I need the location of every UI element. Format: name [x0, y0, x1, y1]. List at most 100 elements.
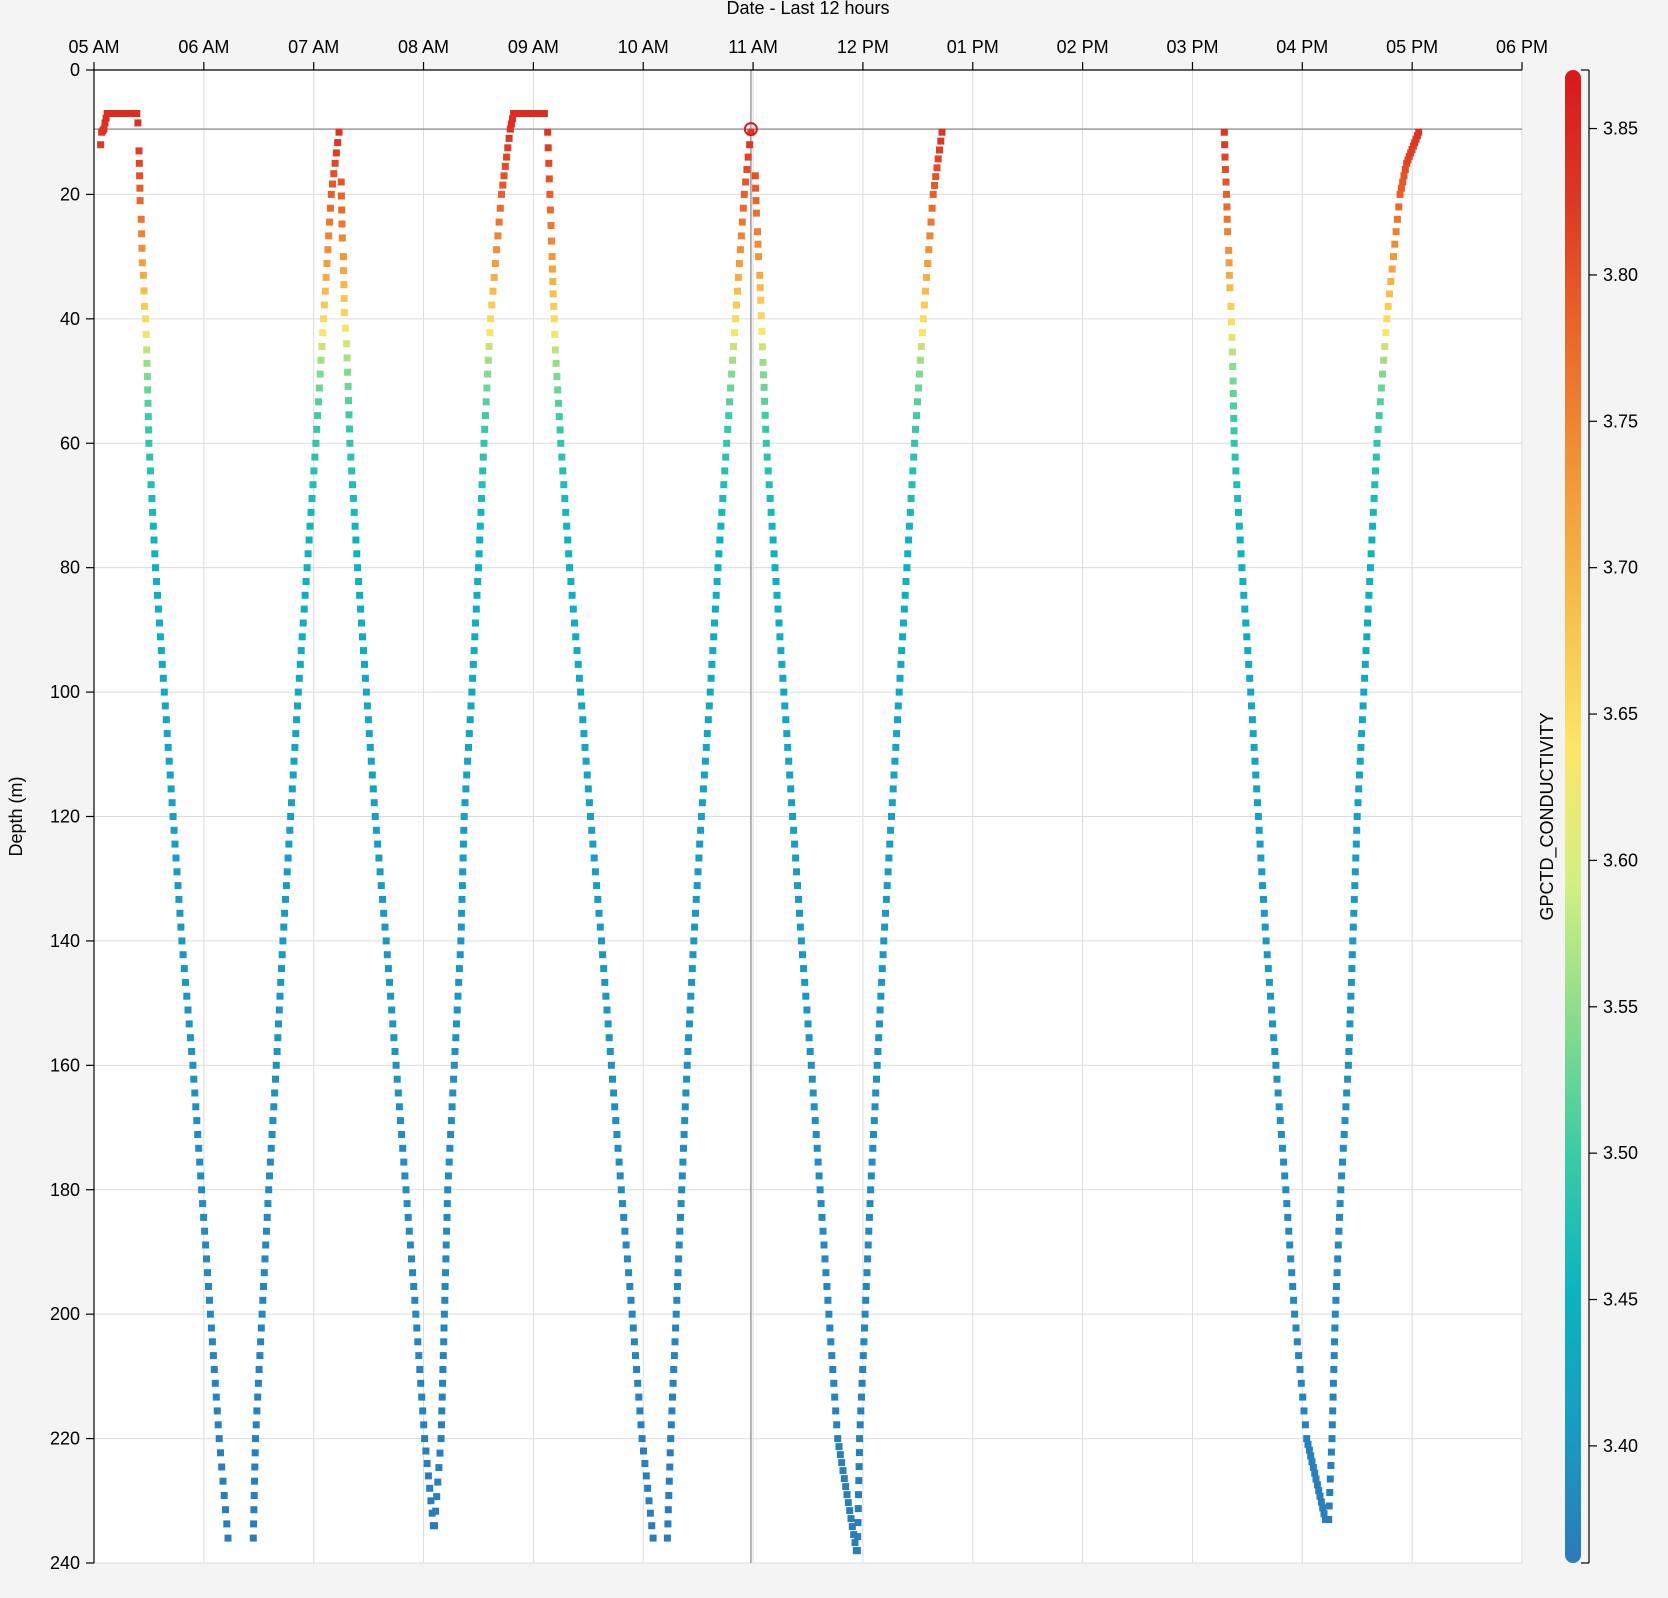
- data-point[interactable]: [623, 1255, 631, 1263]
- data-point[interactable]: [760, 383, 768, 391]
- data-point[interactable]: [867, 1172, 875, 1180]
- data-point[interactable]: [363, 702, 371, 710]
- data-point[interactable]: [134, 119, 142, 127]
- data-point[interactable]: [1295, 1352, 1303, 1360]
- data-point[interactable]: [1240, 591, 1248, 599]
- data-point[interactable]: [861, 1324, 868, 1332]
- data-point[interactable]: [201, 1227, 209, 1235]
- data-point[interactable]: [879, 951, 887, 959]
- data-point[interactable]: [633, 1366, 641, 1373]
- data-point[interactable]: [439, 1379, 447, 1387]
- data-point[interactable]: [1335, 1227, 1343, 1235]
- data-point[interactable]: [1348, 965, 1356, 973]
- data-point[interactable]: [932, 173, 940, 181]
- data-point[interactable]: [714, 564, 722, 572]
- data-point[interactable]: [681, 1117, 689, 1125]
- data-point[interactable]: [710, 633, 718, 641]
- data-point[interactable]: [1381, 343, 1389, 350]
- data-point[interactable]: [381, 923, 389, 931]
- data-point[interactable]: [568, 591, 576, 599]
- data-point[interactable]: [782, 716, 790, 724]
- data-point[interactable]: [555, 413, 563, 421]
- data-point[interactable]: [702, 743, 710, 751]
- data-point[interactable]: [411, 1296, 419, 1304]
- data-point[interactable]: [1229, 363, 1237, 370]
- data-point[interactable]: [270, 1103, 278, 1111]
- data-point[interactable]: [1347, 992, 1355, 1000]
- data-point[interactable]: [1220, 128, 1228, 136]
- data-point[interactable]: [276, 992, 284, 1000]
- data-point[interactable]: [507, 120, 515, 128]
- data-point[interactable]: [183, 992, 191, 1000]
- data-point[interactable]: [609, 1075, 616, 1083]
- data-point[interactable]: [666, 1449, 674, 1457]
- data-point[interactable]: [860, 1338, 868, 1346]
- data-point[interactable]: [345, 397, 352, 405]
- data-point[interactable]: [718, 508, 726, 516]
- data-point[interactable]: [773, 591, 781, 599]
- data-point[interactable]: [913, 412, 920, 420]
- data-point[interactable]: [208, 1338, 216, 1346]
- data-point[interactable]: [674, 1269, 682, 1277]
- data-point[interactable]: [359, 633, 366, 641]
- data-point[interactable]: [840, 1475, 848, 1483]
- data-point[interactable]: [606, 1048, 614, 1055]
- data-point[interactable]: [636, 1407, 644, 1415]
- data-point[interactable]: [199, 1200, 207, 1208]
- data-point[interactable]: [449, 1089, 457, 1097]
- data-point[interactable]: [1288, 1269, 1296, 1277]
- data-point[interactable]: [1258, 868, 1266, 876]
- data-point[interactable]: [325, 232, 333, 240]
- data-point[interactable]: [593, 882, 601, 890]
- data-point[interactable]: [544, 144, 552, 152]
- data-point[interactable]: [218, 1463, 226, 1471]
- data-point[interactable]: [1333, 1283, 1340, 1290]
- data-point[interactable]: [453, 1006, 461, 1014]
- data-point[interactable]: [133, 110, 141, 117]
- data-point[interactable]: [857, 1407, 865, 1415]
- data-point[interactable]: [1355, 785, 1363, 793]
- data-point[interactable]: [892, 743, 900, 751]
- data-point[interactable]: [721, 467, 729, 475]
- data-point[interactable]: [141, 302, 148, 310]
- data-point[interactable]: [889, 785, 897, 793]
- data-point[interactable]: [683, 1075, 691, 1083]
- data-point[interactable]: [742, 178, 750, 186]
- data-point[interactable]: [1282, 1186, 1290, 1194]
- data-point[interactable]: [847, 1515, 855, 1523]
- data-point[interactable]: [178, 937, 186, 945]
- data-point[interactable]: [583, 771, 591, 779]
- data-point[interactable]: [706, 688, 714, 696]
- data-point[interactable]: [278, 965, 285, 973]
- data-point[interactable]: [645, 1497, 653, 1505]
- data-point[interactable]: [347, 453, 355, 461]
- data-point[interactable]: [866, 1200, 874, 1208]
- data-point[interactable]: [469, 674, 477, 682]
- data-point[interactable]: [1352, 840, 1360, 848]
- data-point[interactable]: [275, 1006, 283, 1014]
- data-point[interactable]: [266, 1158, 274, 1166]
- data-point[interactable]: [394, 1089, 402, 1097]
- data-point[interactable]: [823, 1283, 831, 1290]
- data-point[interactable]: [906, 508, 914, 516]
- data-point[interactable]: [551, 330, 559, 338]
- data-point[interactable]: [180, 965, 188, 973]
- data-point[interactable]: [743, 166, 751, 173]
- data-point[interactable]: [818, 1213, 826, 1221]
- data-point[interactable]: [252, 1421, 260, 1429]
- data-point[interactable]: [668, 1407, 676, 1415]
- data-point[interactable]: [486, 329, 494, 337]
- data-point[interactable]: [548, 253, 556, 261]
- data-point[interactable]: [1346, 1006, 1354, 1014]
- data-point[interactable]: [344, 382, 352, 390]
- data-point[interactable]: [1373, 439, 1381, 447]
- data-point[interactable]: [695, 854, 703, 862]
- data-point[interactable]: [578, 702, 586, 710]
- data-point[interactable]: [1261, 923, 1269, 931]
- data-point[interactable]: [367, 757, 375, 765]
- data-point[interactable]: [709, 647, 717, 655]
- data-point[interactable]: [1357, 743, 1365, 751]
- data-point[interactable]: [1309, 1464, 1317, 1471]
- data-point[interactable]: [346, 425, 353, 433]
- data-point[interactable]: [610, 1089, 618, 1097]
